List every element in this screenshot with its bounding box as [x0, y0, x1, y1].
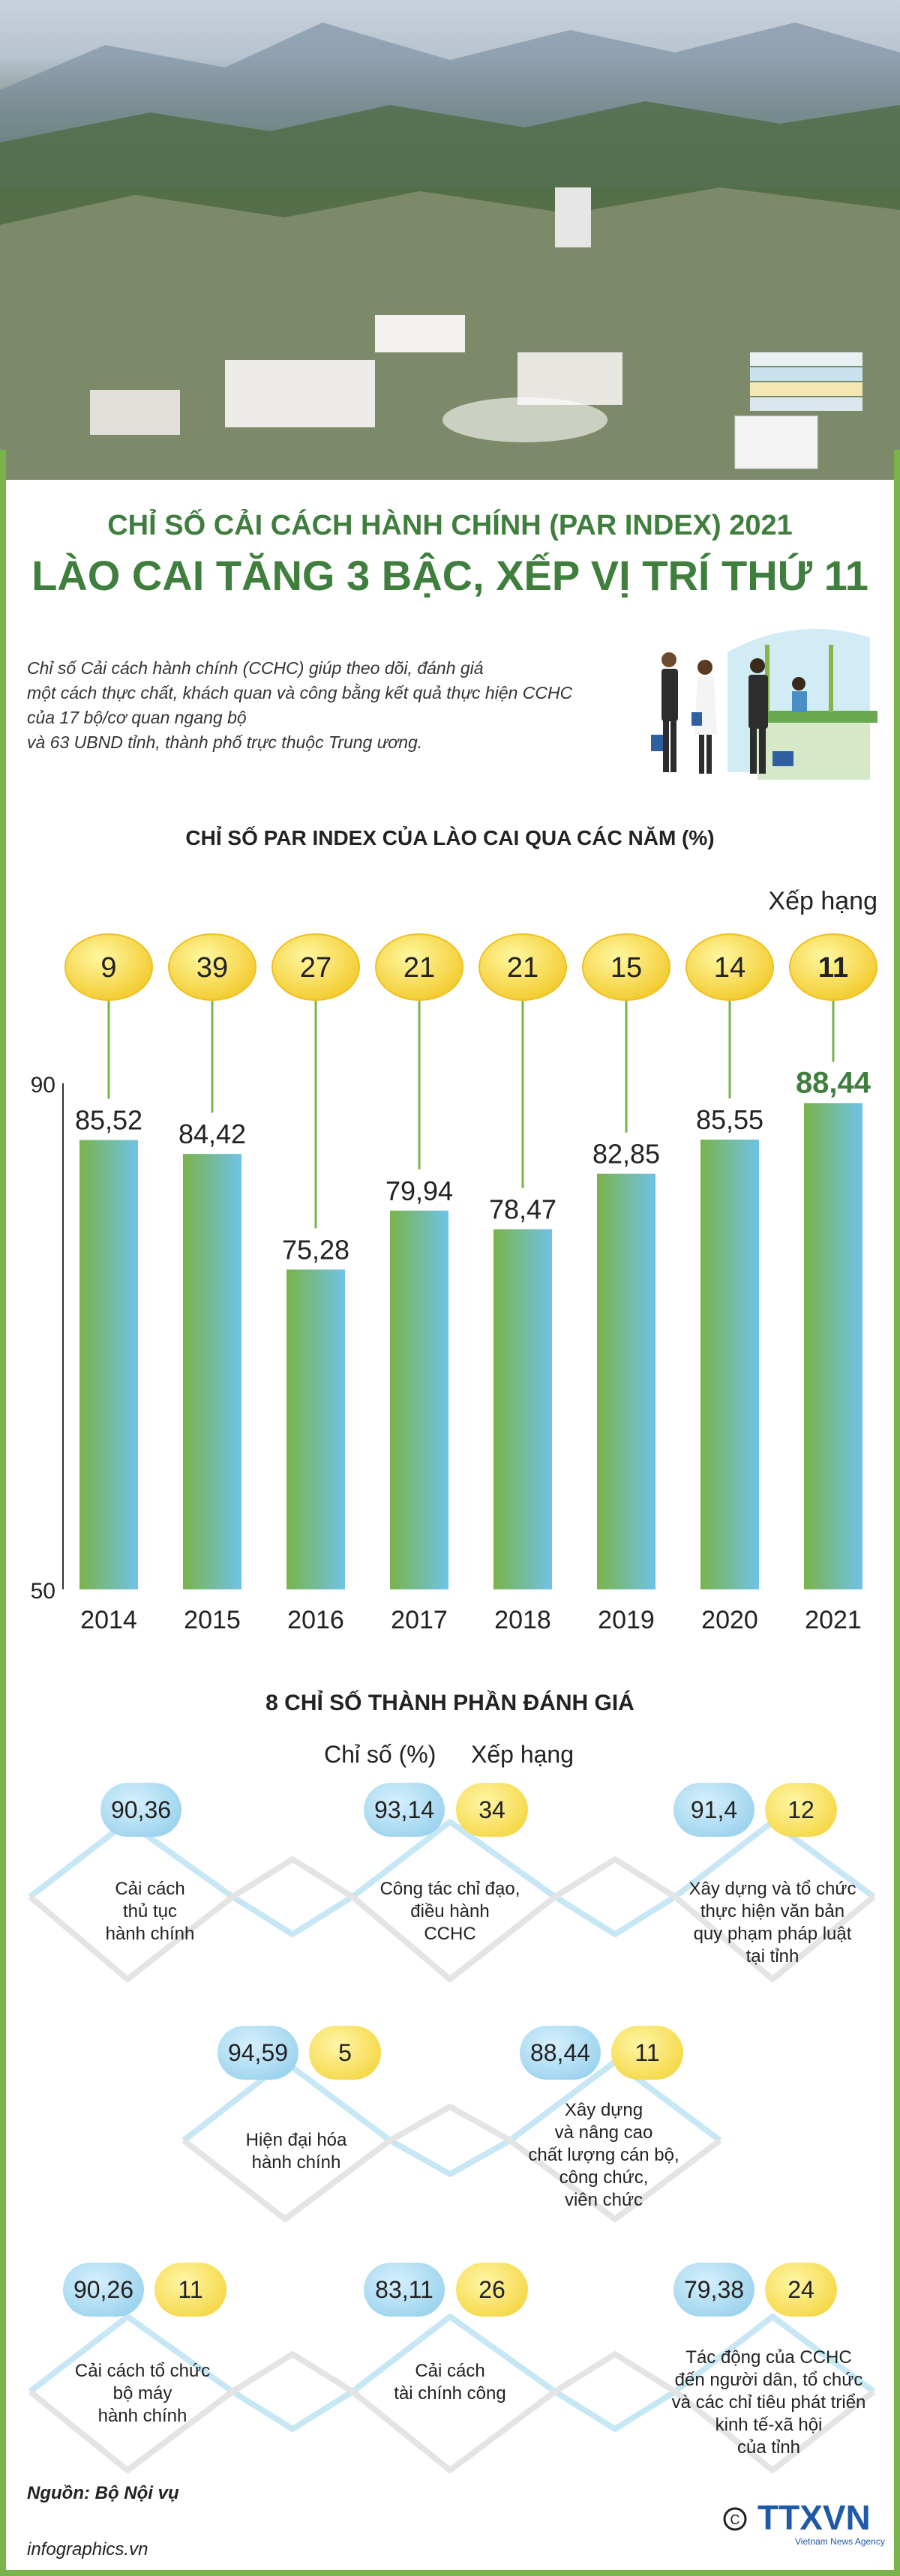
bar — [494, 1229, 552, 1589]
component-index-badge: 94,59 — [218, 2026, 298, 2080]
rank-badge — [64, 933, 153, 1001]
rank-label: 27 — [300, 952, 332, 984]
x-tick-label: 2019 — [598, 1606, 655, 1634]
data-label: 88,44 — [796, 1066, 872, 1099]
data-label: 85,55 — [696, 1104, 764, 1135]
intro-text: Chỉ số Cải cách hành chính (CCHC) giúp t… — [27, 656, 597, 755]
rank-legend-label: Xếp hạng — [768, 887, 878, 915]
component-rank-badge: 24 — [765, 2263, 837, 2317]
par-index-bar-chart: 90 50 Xếp hạng 9 85,52 2014 39 84,42 2015 27 75,28… — [31, 887, 878, 1634]
intro-line: một cách thực chất, khách quan và công b… — [27, 683, 573, 702]
component-label: Tác động của CCHC đến người dân, tổ chức v… — [671, 2347, 866, 2458]
svg-text:C: C — [730, 2512, 740, 2527]
data-label: 84,42 — [178, 1119, 246, 1149]
x-tick-label: 2015 — [184, 1606, 241, 1634]
office-people-illustration — [645, 622, 885, 798]
x-tick-label: 2014 — [80, 1606, 137, 1634]
component-index-badge: 88,44 — [520, 2026, 601, 2080]
hero-city-photo — [0, 0, 900, 480]
component-rank-badge: 26 — [456, 2263, 528, 2317]
component-label: Cải cách tổ chức bộ máy hành chính — [74, 2361, 211, 2426]
component-label: Cải cách thủ tục hành chính — [105, 1879, 195, 1944]
ttxvn-logo: C TTXVN Vietnam News Agency — [712, 2497, 885, 2560]
bar — [804, 1103, 862, 1589]
data-label: 78,47 — [489, 1194, 556, 1225]
x-tick-label: 2020 — [701, 1606, 758, 1634]
component-label: Xây dựng và tổ chức thực hiện văn bản quy … — [688, 1879, 856, 1966]
frame-border-bottom — [0, 2570, 900, 2576]
y-tick-label: 90 — [31, 1073, 56, 1098]
component-label: Hiện đại hóa hành chính — [245, 2130, 347, 2173]
rank-badge — [375, 933, 464, 1001]
rank-label: 21 — [507, 952, 538, 984]
y-tick-label: 50 — [31, 1579, 56, 1604]
bar — [390, 1210, 448, 1589]
intro-line: của 17 bộ/cơ quan ngang bộ — [27, 708, 247, 727]
frame-border-left — [0, 450, 6, 2576]
frame-border-right — [894, 450, 900, 2576]
component-rank-badge: 5 — [309, 2026, 381, 2080]
site-link[interactable]: infographics.vn — [27, 2539, 148, 2560]
component-index-badge: 93,14 — [364, 1783, 445, 1837]
bar — [286, 1269, 345, 1589]
page-supertitle: CHỈ SỐ CẢI CÁCH HÀNH CHÍNH (PAR INDEX) 2… — [107, 510, 793, 541]
component-label: Cải cách tài chính công — [394, 2361, 506, 2404]
x-tick-label: 2018 — [494, 1606, 551, 1634]
source-note: Nguồn: Bộ Nội vụ — [27, 2483, 179, 2503]
component-rank-badge: 12 — [765, 1783, 837, 1837]
component-label: Xây dựng và nâng cao chất lượng cán bộ, côn… — [528, 2100, 680, 2210]
svg-text:Vietnam News Agency: Vietnam News Agency — [795, 2536, 885, 2547]
data-label: 79,94 — [386, 1176, 453, 1206]
rank-badge — [582, 933, 670, 1001]
bar — [700, 1140, 759, 1589]
page-title: LÀO CAI TĂNG 3 BẬC, XẾP VỊ TRÍ THỨ 11 — [32, 552, 868, 599]
component-rank-badge: 11 — [611, 2026, 683, 2080]
bar — [597, 1173, 656, 1589]
bar — [80, 1140, 138, 1589]
intro-line: và 63 UBND tỉnh, thành phố trực thuộc Tr… — [27, 732, 423, 752]
component-label: Công tác chỉ đạo, điều hành CCHC — [380, 1879, 520, 1944]
component-rank-badge: 11 — [154, 2263, 226, 2317]
rank-label: 21 — [404, 952, 435, 984]
rank-badge — [478, 933, 567, 1001]
rank-badge — [272, 933, 360, 1001]
data-label: 85,52 — [75, 1105, 142, 1136]
component-index-badge: 90,36 — [100, 1783, 182, 1837]
bar — [183, 1154, 242, 1589]
component-index-badge: 79,38 — [674, 2263, 754, 2317]
x-tick-label: 2016 — [287, 1606, 344, 1634]
components-title: 8 CHỈ SỐ THÀNH PHẦN ĐÁNH GIÁ — [266, 1691, 634, 1715]
rank-badge — [686, 933, 774, 1001]
intro-line: Chỉ số Cải cách hành chính (CCHC) giúp t… — [27, 658, 484, 678]
component-index-badge: 91,4 — [674, 1783, 754, 1837]
component-index-badge: 90,26 — [63, 2263, 144, 2317]
chart-title: CHỈ SỐ PAR INDEX CỦA LÀO CAI QUA CÁC NĂM… — [185, 826, 715, 849]
data-label: 75,28 — [282, 1234, 350, 1265]
x-tick-label: 2021 — [805, 1606, 862, 1634]
legend-index-label: Chỉ số (%) — [324, 1741, 436, 1768]
data-label: 82,85 — [592, 1139, 660, 1170]
svg-text:TTXVN: TTXVN — [758, 2498, 871, 2537]
rank-label: 15 — [610, 952, 642, 984]
x-tick-label: 2017 — [391, 1606, 448, 1634]
rank-label: 39 — [196, 952, 228, 984]
rank-badge — [789, 933, 878, 1001]
rank-label: 9 — [100, 952, 116, 984]
rank-badge — [168, 933, 256, 1001]
rank-label: 11 — [818, 952, 848, 984]
component-index-badge: 83,11 — [364, 2263, 445, 2317]
component-rank-badge: 34 — [456, 1783, 528, 1837]
legend-rank-label: Xếp hạng — [471, 1741, 574, 1768]
rank-label: 14 — [714, 952, 746, 984]
